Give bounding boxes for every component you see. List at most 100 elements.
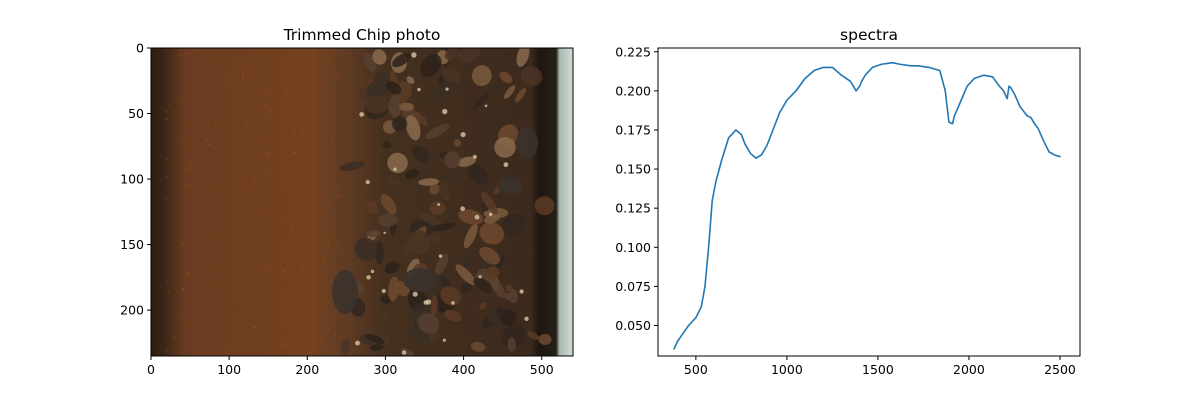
sand-speckle — [334, 333, 336, 335]
mineral-fleck — [417, 87, 421, 92]
sand-speckle — [295, 210, 297, 212]
mineral-fleck — [442, 338, 446, 342]
chip-y-tick-label: 100 — [120, 172, 144, 187]
sand-speckle — [322, 218, 325, 221]
sand-speckle — [312, 341, 314, 344]
sand-speckle — [250, 134, 252, 136]
sand-speckle — [280, 199, 283, 201]
chip-photo-title: Trimmed Chip photo — [283, 26, 441, 44]
sand-speckle — [251, 177, 254, 179]
chip-x-tick-label: 100 — [217, 362, 241, 377]
mineral-fleck — [524, 316, 529, 321]
sand-speckle — [236, 135, 239, 138]
sand-speckle — [275, 162, 277, 164]
spectra-x-tick-label: 1000 — [771, 362, 803, 377]
spectra-y-tick-label: 0.150 — [615, 162, 651, 177]
chip-y-ticks: 0 50 100 150 200 — [120, 41, 151, 318]
sand-speckle — [251, 184, 254, 186]
sand-speckle — [194, 293, 197, 295]
sand-speckle — [204, 168, 206, 170]
sand-speckle — [237, 323, 240, 325]
sand-speckle — [216, 264, 218, 267]
sand-speckle — [207, 63, 210, 66]
rock-chip — [515, 87, 527, 103]
rock-chip — [440, 286, 461, 306]
sand-speckle — [263, 138, 265, 141]
sand-speckle — [322, 80, 325, 82]
sand-speckle — [264, 114, 267, 116]
rock-chip — [444, 48, 458, 60]
sand-speckle — [174, 161, 176, 164]
chip-x-tick-label: 200 — [295, 362, 319, 377]
sand-speckle — [325, 84, 327, 86]
sand-speckle — [285, 89, 288, 91]
sand-speckle — [168, 104, 170, 106]
sand-speckle — [233, 104, 235, 107]
dark-stone — [332, 270, 358, 314]
spectra-y-ticks: 0.050 0.075 0.100 0.125 0.150 0.175 0.200 0.225 — [615, 44, 658, 333]
mineral-fleck — [488, 212, 493, 217]
sand-speckle — [339, 52, 342, 54]
sand-speckle — [333, 235, 335, 238]
mineral-fleck — [437, 203, 441, 206]
sand-speckle — [206, 276, 208, 279]
sand-speckle — [243, 183, 246, 185]
spectra-y-tick-label: 0.125 — [615, 201, 651, 216]
rock-chip — [427, 85, 450, 103]
sand-speckle — [260, 256, 262, 258]
rock-chip — [379, 315, 388, 324]
sand-speckle — [296, 332, 299, 335]
sand-speckle — [282, 343, 284, 346]
sand-speckle — [237, 144, 239, 146]
sand-speckle — [294, 130, 296, 132]
sand-speckle — [273, 126, 276, 128]
chip-x-ticks: 0 100 200 300 400 500 — [147, 356, 554, 377]
rock-chip — [364, 94, 389, 114]
rock-chip — [442, 68, 462, 83]
sand-speckle — [198, 177, 200, 179]
sand-speckle — [182, 287, 184, 290]
rock-chip — [384, 261, 400, 274]
spectra-y-tick-label: 0.050 — [615, 318, 651, 333]
rock-chip — [366, 334, 385, 345]
rock-chip — [354, 237, 378, 261]
rock-chip — [391, 116, 408, 132]
rock-chip — [516, 48, 530, 67]
dark-stone — [516, 127, 538, 159]
mineral-fleck — [474, 214, 480, 220]
rock-chip — [392, 52, 411, 68]
spectra-frame — [657, 47, 1081, 357]
sand-speckle — [237, 257, 239, 260]
sand-speckle — [165, 349, 168, 351]
rock-chip — [369, 343, 384, 351]
sand-speckle — [245, 345, 247, 348]
sand-speckle — [182, 317, 185, 319]
sand-speckle — [253, 293, 255, 296]
sand-speckle — [247, 212, 249, 215]
sand-speckle — [303, 265, 305, 268]
sand-speckle — [287, 283, 290, 286]
rock-chip — [388, 276, 400, 302]
sand-speckle — [226, 108, 228, 110]
sand-speckle — [206, 254, 208, 257]
sand-speckle — [187, 148, 190, 150]
sand-speckle — [180, 208, 183, 210]
sand-speckle — [181, 229, 184, 232]
sand-speckle — [299, 199, 301, 202]
sand-speckle — [242, 71, 244, 73]
sand-speckle — [188, 299, 190, 302]
spectra-title: spectra — [840, 26, 898, 44]
mineral-fleck — [503, 162, 509, 168]
sand-speckle — [189, 164, 192, 166]
spectra-axes: spectra 500 1000 1500 2000 2500 0.0500.0750.… — [615, 26, 1081, 377]
sand-speckle — [247, 338, 249, 340]
sand-speckle — [331, 141, 333, 144]
sand-speckle — [178, 318, 181, 321]
sand-speckle — [323, 232, 326, 235]
sand-speckle — [258, 210, 260, 213]
sand-speckle — [180, 156, 183, 159]
spectra-series-line — [673, 61, 1061, 350]
sand-speckle — [242, 75, 244, 78]
sand-speckle — [297, 77, 299, 80]
dark-stone — [403, 268, 437, 292]
